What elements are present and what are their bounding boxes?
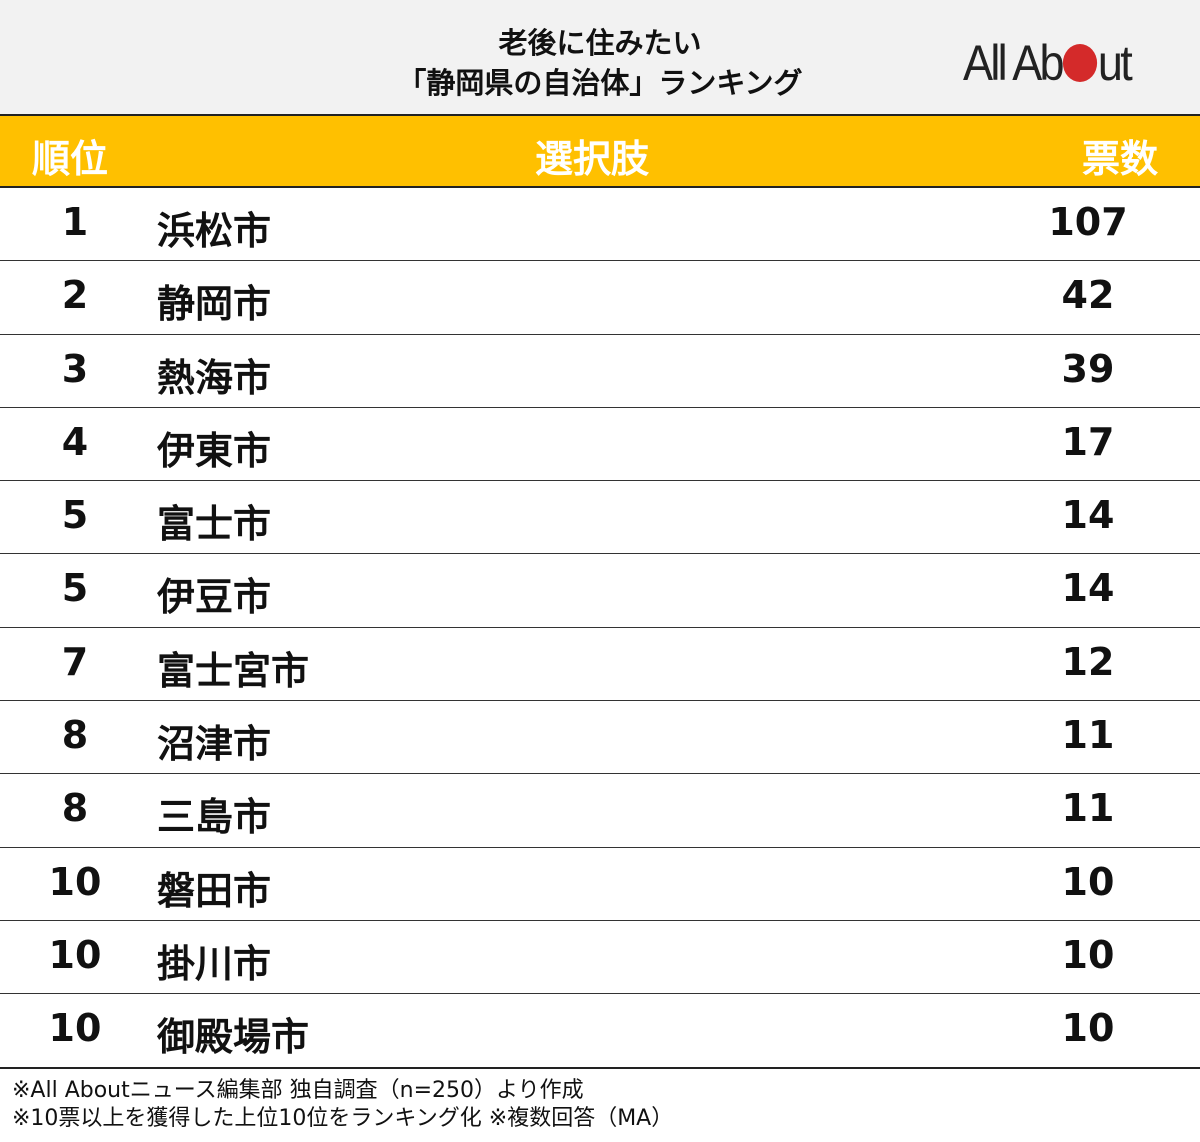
table-header: 順位 選択肢 票数 [0,116,1200,188]
votes-cell: 14 [1061,566,1115,611]
votes-cell: 11 [1061,713,1115,758]
table-row: 10 御殿場市 10 [0,994,1200,1069]
table-row: 4 伊東市 17 [0,408,1200,482]
choice-cell: 富士宮市 [157,648,310,693]
rank-cell: 3 [61,346,89,391]
table-row: 8 沼津市 11 [0,701,1200,775]
rank-cell: 8 [61,713,89,758]
choice-cell: 静岡市 [157,282,272,327]
votes-cell: 10 [1061,859,1115,904]
title-line1: 老後に住みたい [498,26,702,60]
table-row: 1 浜松市 107 [0,188,1200,262]
table-row: 8 三島市 11 [0,774,1200,848]
table-row: 10 磐田市 10 [0,848,1200,921]
table-row: 5 富士市 14 [0,481,1200,555]
rank-cell: 5 [61,493,89,538]
votes-cell: 10 [1061,1006,1115,1051]
votes-cell: 12 [1061,639,1115,684]
rank-cell: 10 [48,859,102,904]
all-about-logo: All Ab ut [963,35,1133,91]
rank-cell: 10 [48,1006,102,1051]
choice-cell: 熱海市 [157,355,272,400]
votes-cell: 42 [1061,273,1115,318]
rank-cell: 1 [61,200,89,244]
choice-cell: 伊東市 [157,428,272,473]
rank-cell: 2 [61,273,89,318]
header-rank: 順位 [32,137,109,181]
table-row: 10 掛川市 10 [0,921,1200,995]
rank-cell: 7 [61,639,89,684]
title-line2: 「静岡県の自治体」ランキング [397,66,803,100]
choice-cell: 三島市 [157,795,272,840]
footer-note-1: ※All Aboutニュース編集部 独自調査（n=250）より作成 [12,1078,584,1103]
footer-note-2: ※10票以上を獲得した上位10位をランキング化 ※複数回答（MA） [12,1106,674,1131]
votes-cell: 17 [1061,419,1115,464]
title-area: 老後に住みたい 「静岡県の自治体」ランキング All Ab ut [0,0,1200,116]
choice-cell: 沼津市 [157,722,272,767]
choice-cell: 伊豆市 [157,575,272,620]
choice-cell: 御殿場市 [157,1015,310,1060]
votes-cell: 14 [1061,493,1115,538]
logo-dot-icon [1062,44,1097,82]
table-row: 3 熱海市 39 [0,335,1200,408]
choice-cell: 磐田市 [157,868,272,913]
rank-cell: 5 [61,566,89,611]
ranking-table: 1 浜松市 107 2 静岡市 42 3 熱海市 39 4 伊東市 17 5 富士市 14 5 伊豆市 14 7 富士… [0,188,1200,1069]
rank-cell: 10 [48,932,102,977]
table-row: 5 伊豆市 14 [0,554,1200,628]
table-row: 2 静岡市 42 [0,261,1200,335]
rank-cell: 8 [61,786,89,831]
votes-cell: 39 [1061,346,1115,391]
choice-cell: 富士市 [157,502,272,547]
rank-cell: 4 [61,419,89,464]
header-votes: 票数 [1082,137,1159,181]
table-row: 7 富士宮市 12 [0,628,1200,702]
header-choice: 選択肢 [535,137,650,181]
votes-cell: 11 [1061,786,1115,831]
votes-cell: 107 [1048,200,1128,244]
choice-cell: 浜松市 [157,209,272,253]
votes-cell: 10 [1061,932,1115,977]
choice-cell: 掛川市 [157,941,272,986]
